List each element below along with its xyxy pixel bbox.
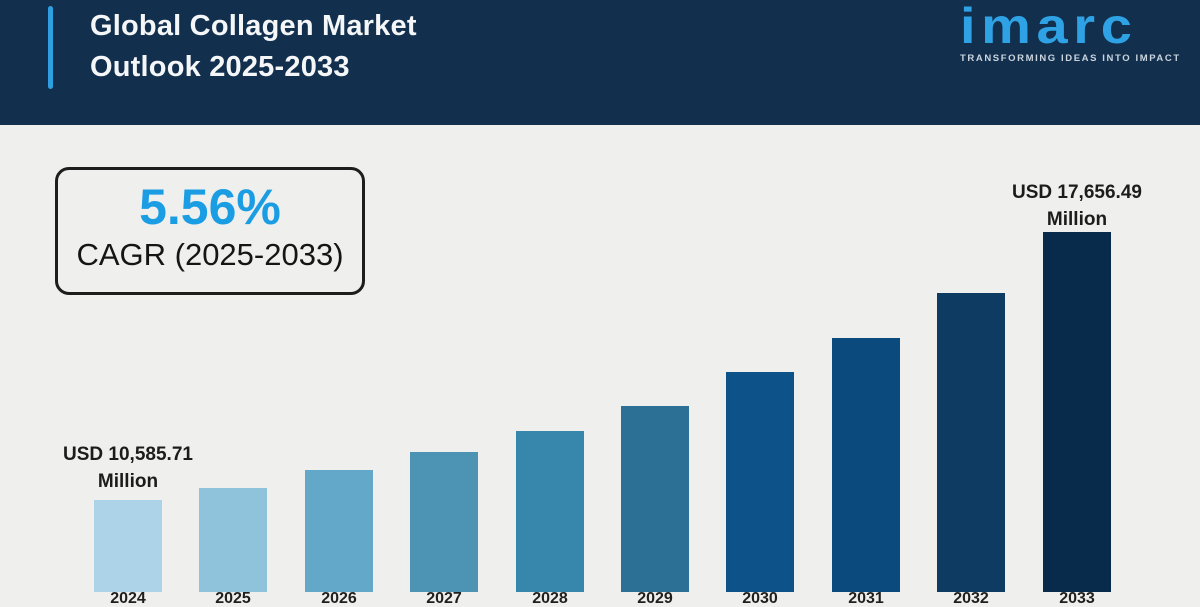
year-label-2025: 2025	[215, 590, 251, 607]
bar-2026	[305, 470, 373, 592]
bar-2025	[199, 488, 267, 592]
year-label-2028: 2028	[532, 590, 568, 607]
bar-2033	[1043, 232, 1111, 592]
page-title-line2: Outlook 2025-2033	[90, 51, 350, 83]
last-bar-value-label: USD 17,656.49 Million	[977, 179, 1177, 233]
imarc-logo: imarc TRANSFORMING IDEAS INTO IMPACT	[960, 0, 1190, 64]
year-label-2026: 2026	[321, 590, 357, 607]
cagr-period-label: CAGR (2025-2033)	[76, 237, 344, 272]
first-bar-value-amount: USD 10,585.71	[63, 444, 193, 465]
cagr-value: 5.56%	[139, 179, 281, 235]
last-bar-value-amount: USD 17,656.49	[1012, 182, 1142, 203]
first-bar-value-unit: Million	[97, 471, 159, 492]
bar-2029	[621, 406, 689, 592]
bar-2024	[94, 500, 162, 592]
year-label-2030: 2030	[742, 590, 778, 607]
year-label-2031: 2031	[848, 590, 884, 607]
page-title: Global Collagen Market Outlook 2025-2033	[90, 6, 417, 88]
last-bar-value-unit: Million	[1046, 209, 1108, 230]
year-label-2032: 2032	[953, 590, 989, 607]
year-label-2027: 2027	[426, 590, 462, 607]
year-label-2029: 2029	[637, 590, 673, 607]
header-banner: Global Collagen Market Outlook 2025-2033…	[0, 0, 1200, 125]
cagr-card: 5.56% CAGR (2025-2033)	[55, 167, 365, 295]
imarc-logo-wordmark: imarc	[960, 0, 1138, 54]
bar-2028	[516, 431, 584, 592]
page-title-line1: Global Collagen Market	[90, 10, 417, 42]
bar-2032	[937, 293, 1005, 592]
year-label-2033: 2033	[1059, 590, 1095, 607]
first-bar-value-label: USD 10,585.71 Million	[28, 441, 228, 495]
bar-2031	[832, 338, 900, 592]
title-accent-bar	[48, 6, 53, 89]
imarc-logo-tagline: TRANSFORMING IDEAS INTO IMPACT	[960, 53, 1181, 64]
year-label-2024: 2024	[110, 590, 146, 607]
bar-2030	[726, 372, 794, 592]
bar-2027	[410, 452, 478, 592]
